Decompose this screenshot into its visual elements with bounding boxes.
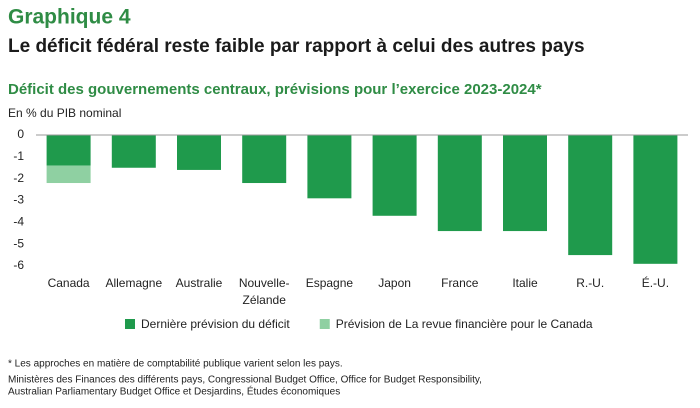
y-tick-label: -2 (13, 171, 24, 185)
bar (46, 165, 91, 184)
bar (242, 135, 287, 184)
x-tick-label: Allemagne (105, 276, 162, 290)
footnote: * Les approches en matière de comptabili… (8, 359, 343, 370)
x-tick-label: Italie (512, 276, 538, 290)
legend-swatch (125, 319, 135, 329)
bar (633, 135, 678, 264)
bar (46, 135, 91, 166)
y-axis-label: En % du PIB nominal (8, 106, 121, 120)
bar (437, 135, 482, 232)
y-tick-label: -5 (13, 236, 24, 250)
bar (568, 135, 613, 256)
x-tick-label: É.-U. (642, 275, 669, 290)
x-tick-label: Canada (48, 276, 90, 290)
source: Ministères des Finances des différents p… (8, 375, 482, 386)
legend-swatch (319, 319, 330, 329)
legend-label: Prévision de La revue financière pour le… (336, 317, 593, 331)
chart-title: Graphique 4 (8, 6, 131, 29)
y-tick-label: -1 (13, 149, 24, 163)
bar (307, 135, 352, 199)
x-tick-label: Australie (176, 276, 223, 290)
x-tick-label: R.-U. (576, 276, 604, 290)
y-tick-label: -4 (13, 215, 24, 229)
chart-subtitle: Le déficit fédéral reste faible par rapp… (8, 36, 585, 57)
legend-label: Dernière prévision du déficit (141, 317, 290, 331)
bar (372, 135, 417, 216)
x-tick-label: Espagne (306, 276, 354, 290)
x-tick-label: Japon (378, 276, 411, 290)
y-tick-label: -6 (13, 258, 24, 272)
plot-title: Déficit des gouvernements centraux, prév… (8, 81, 542, 98)
y-tick-label: 0 (17, 127, 24, 141)
bar (177, 135, 221, 170)
bar (503, 135, 547, 232)
y-tick-label: -3 (13, 193, 24, 207)
x-tick-label: France (441, 276, 479, 290)
source: Australian Parliamentary Budget Office e… (8, 385, 340, 398)
x-tick-label: Nouvelle-Zélande (239, 276, 290, 307)
bar (111, 135, 156, 168)
